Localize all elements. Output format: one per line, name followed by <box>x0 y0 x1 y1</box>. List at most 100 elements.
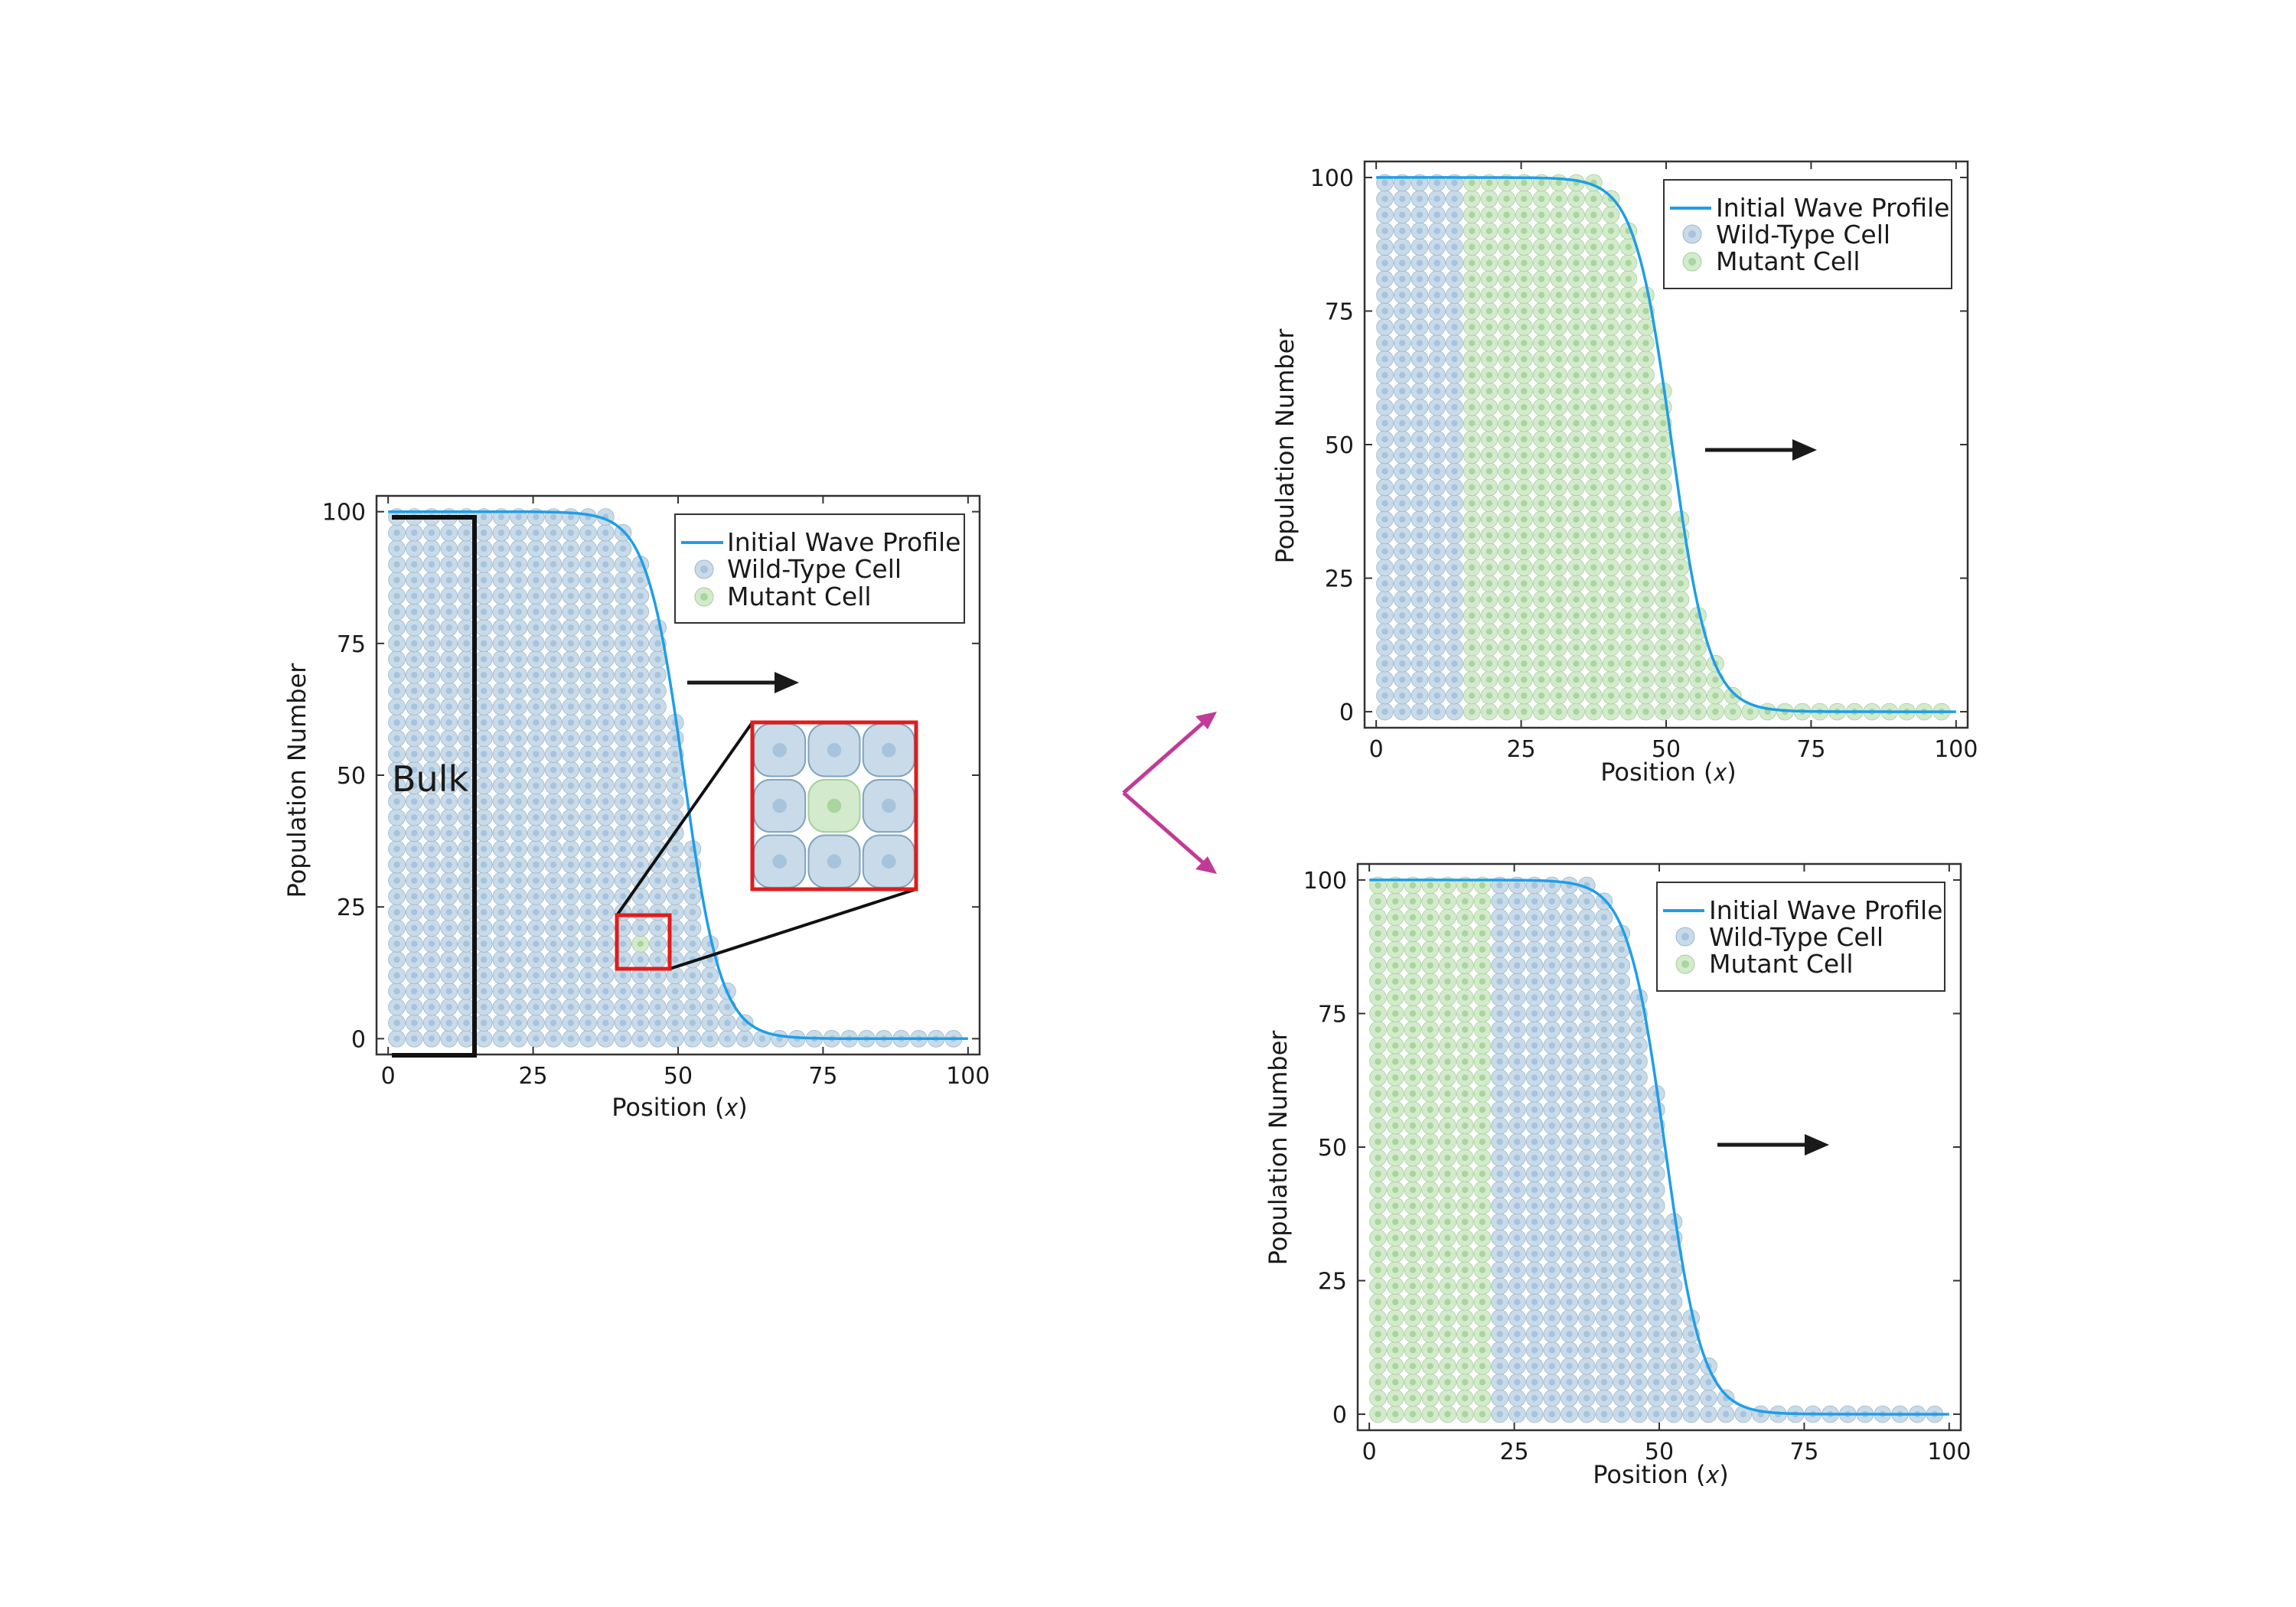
wild-type-cell <box>1595 1052 1613 1071</box>
mutant-cell <box>1584 334 1603 352</box>
wild-type-cell <box>666 888 684 905</box>
wild-type-cell <box>1411 366 1429 384</box>
wild-type-cell <box>1682 1373 1700 1391</box>
mutant-cell <box>1369 1261 1387 1279</box>
wild-type-cell <box>596 682 615 700</box>
mutant-cell <box>1456 1277 1474 1295</box>
x-tick-label: 0 <box>1362 1439 1377 1465</box>
wild-type-cell <box>544 1030 563 1048</box>
mutant-cell <box>1369 1293 1387 1311</box>
mutant-cell <box>1456 1261 1474 1279</box>
mutant-cell <box>1619 254 1638 272</box>
wild-type-cell <box>388 966 406 985</box>
mutant-cell <box>1567 686 1585 705</box>
mutant-cell <box>1498 382 1515 400</box>
wild-type-cell <box>405 793 423 810</box>
wild-type-cell <box>458 1030 475 1048</box>
wild-type-cell <box>422 650 441 668</box>
mutant-cell <box>1602 222 1620 240</box>
mutant-cell <box>1456 1021 1474 1038</box>
wild-type-cell <box>649 1030 667 1048</box>
wild-type-cell <box>1376 623 1394 641</box>
mutant-cell <box>1532 478 1551 497</box>
wild-type-cell <box>1446 430 1463 448</box>
wild-type-cell <box>1393 638 1411 657</box>
mutant-cell <box>1439 1165 1456 1183</box>
wild-type-cell <box>649 729 667 748</box>
y-tick-label: 100 <box>322 500 366 526</box>
mutant-cell <box>1550 702 1568 721</box>
wild-type-cell <box>614 840 632 858</box>
wild-type-cell <box>544 966 563 985</box>
x-axis-label: Position (𝑥) <box>1593 1460 1729 1489</box>
mutant-cell <box>1567 334 1585 352</box>
wild-type-cell <box>631 1014 650 1032</box>
wild-type-cell <box>492 618 510 637</box>
wild-type-cell <box>683 983 702 1000</box>
wild-type-cell <box>1411 654 1429 673</box>
y-axis-label: Population Number <box>1270 328 1300 564</box>
y-tick-label: 0 <box>351 1026 366 1053</box>
bulk-label: Bulk <box>392 758 468 800</box>
wild-type-cell <box>510 1030 527 1048</box>
mutant-cell <box>1671 559 1690 576</box>
mutant-cell <box>1515 702 1533 721</box>
wild-type-cell <box>1411 190 1429 208</box>
wild-type-cell <box>1700 1373 1717 1391</box>
zoom-wild-type-cell <box>753 723 807 777</box>
wild-type-cell <box>1491 1261 1508 1279</box>
mutant-cell <box>1619 591 1638 608</box>
wild-type-cell <box>458 824 475 843</box>
wild-type-cell <box>1491 1165 1508 1183</box>
mutant-cell <box>1404 1341 1422 1359</box>
mutant-cell <box>1463 543 1481 560</box>
wild-type-cell <box>422 603 441 621</box>
wild-type-cell <box>631 824 650 843</box>
wild-type-cell <box>440 698 458 715</box>
mutant-cell <box>1369 1405 1387 1423</box>
wild-type-cell <box>544 777 563 795</box>
wild-type-cell <box>1525 1389 1544 1407</box>
mutant-cell <box>1567 446 1585 464</box>
mutant-cell <box>1480 446 1499 464</box>
mutant-cell <box>1421 973 1440 990</box>
wild-type-cell <box>579 935 597 953</box>
wild-type-cell <box>1446 543 1463 560</box>
wild-type-cell <box>631 903 650 921</box>
wild-type-cell <box>649 666 667 684</box>
wild-type-cell <box>1446 382 1463 400</box>
mutant-cell <box>1532 559 1551 576</box>
wild-type-cell <box>1491 1405 1508 1423</box>
mutant-cell <box>1439 1213 1456 1231</box>
mutant-cell <box>1369 1052 1387 1071</box>
wild-type-cell <box>649 650 667 668</box>
wild-type-cell <box>579 761 597 779</box>
wild-type-cell <box>1577 1100 1596 1119</box>
y-tick-label: 75 <box>337 631 366 658</box>
wild-type-cell <box>510 998 527 1016</box>
mutant-cell <box>1480 318 1499 336</box>
mutant-cell <box>1619 398 1638 416</box>
wild-type-cell <box>562 983 580 1000</box>
wild-type-cell <box>666 1014 684 1032</box>
wild-type-cell <box>579 1014 597 1032</box>
wild-type-cell <box>510 761 527 779</box>
wild-type-cell <box>1393 510 1411 529</box>
wild-type-cell <box>1561 1261 1578 1279</box>
wild-type-cell <box>544 666 563 684</box>
zoom-wild-type-cell <box>862 723 915 777</box>
wild-type-cell <box>1393 222 1411 240</box>
wild-type-cell <box>527 793 545 810</box>
mutant-cell <box>1463 254 1481 272</box>
mutant-cell <box>1532 494 1551 513</box>
wave-profile-line <box>1369 878 1949 1416</box>
mutant-cell <box>1404 908 1422 927</box>
wild-type-cell <box>527 650 545 668</box>
mutant-cell <box>1671 591 1690 608</box>
wild-type-cell <box>405 571 423 589</box>
wild-type-cell <box>579 872 597 890</box>
wild-type-cell <box>649 808 667 826</box>
mutant-cell <box>1532 510 1551 529</box>
wild-type-cell <box>405 808 423 826</box>
wild-type-cell <box>1491 973 1508 990</box>
